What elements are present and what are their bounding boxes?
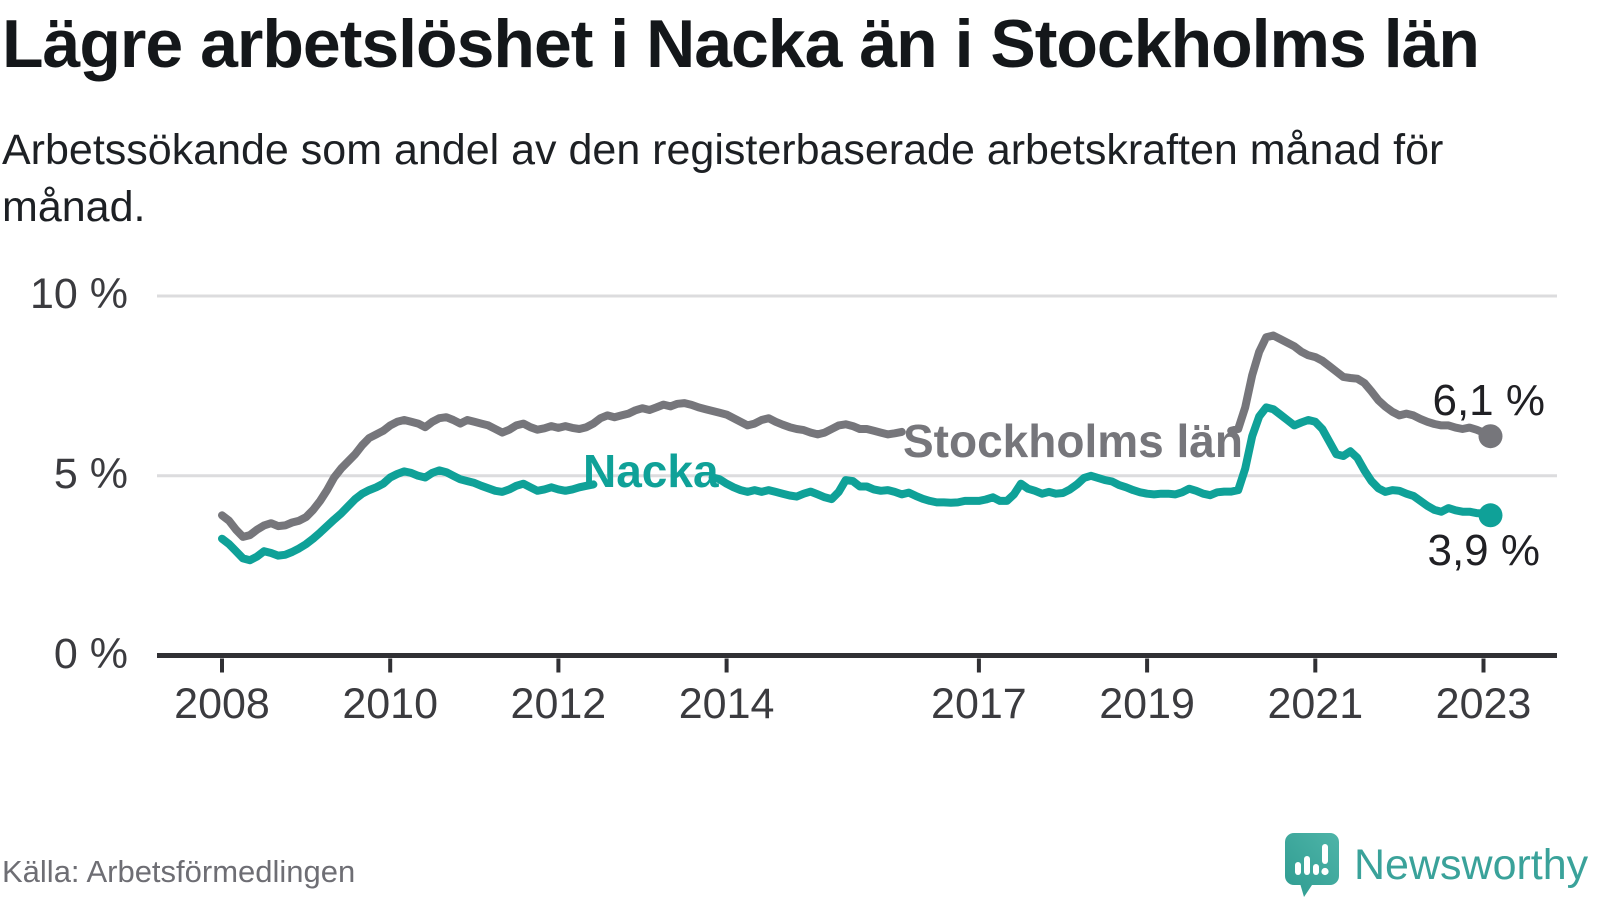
end-value-label-nacka: 3,9 % xyxy=(1427,526,1540,575)
newsworthy-logo-icon xyxy=(1285,833,1339,897)
source-note: Källa: Arbetsförmedlingen xyxy=(2,854,356,889)
series-endpoint-stockholms-lan xyxy=(1478,424,1503,449)
y-tick-label-0: 0 % xyxy=(53,629,128,678)
x-tick-label-2010: 2010 xyxy=(342,680,439,728)
y-tick-label-5: 5 % xyxy=(53,449,128,498)
series-line-nacka xyxy=(218,403,1495,565)
chart-subtitle: Arbetssökande som andel av den registerb… xyxy=(2,126,1444,231)
x-tick-label-2017: 2017 xyxy=(931,680,1027,728)
y-tick-label-10: 10 % xyxy=(29,270,128,318)
page-title: Lägre arbetslöshet i Nacka än i Stockhol… xyxy=(2,6,1480,82)
x-tick-label-2012: 2012 xyxy=(510,680,607,728)
newsworthy-branding: Newsworthy xyxy=(1284,832,1588,898)
x-tick-label-2008: 2008 xyxy=(174,680,270,728)
series-label-nacka: Nacka xyxy=(583,445,719,497)
x-tick-label-2014: 2014 xyxy=(678,680,775,728)
x-tick-label-2023: 2023 xyxy=(1435,680,1532,728)
end-value-label-stockholms-lan: 6,1 % xyxy=(1432,376,1545,425)
series-label-stockholms-lan: Stockholms län xyxy=(903,415,1243,467)
series-endpoint-nacka xyxy=(1478,503,1503,528)
x-tick-label-2021: 2021 xyxy=(1267,680,1364,728)
newsworthy-logo-text: Newsworthy xyxy=(1354,840,1589,889)
series-line-stockholms-lan xyxy=(218,331,1495,541)
line-chart xyxy=(157,294,1557,673)
x-tick-label-2019: 2019 xyxy=(1099,680,1195,728)
